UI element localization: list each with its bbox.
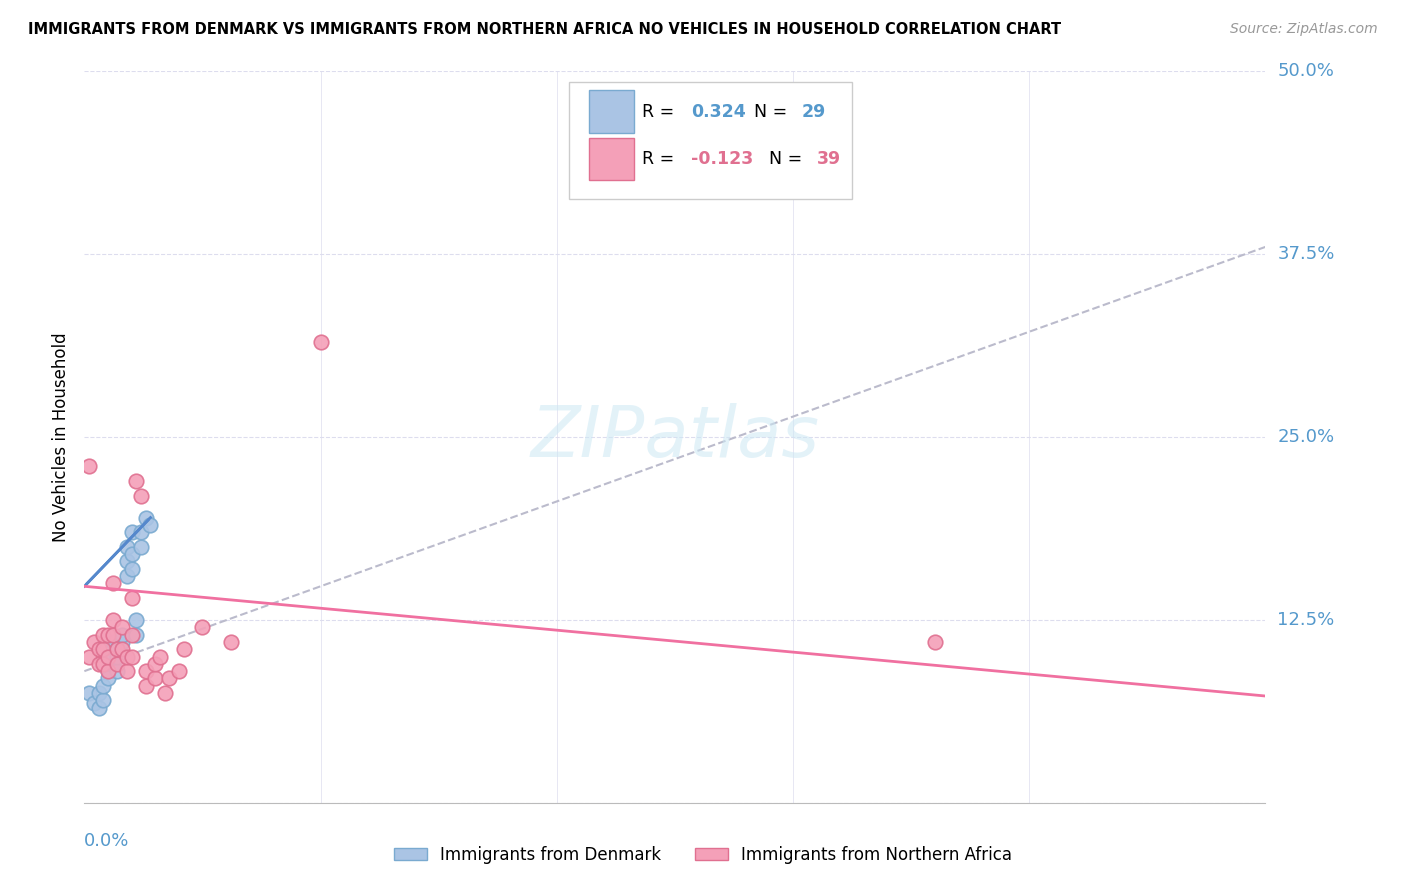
Point [107, 664, 129, 678]
Point [121, 591, 143, 605]
Text: 0.324: 0.324 [692, 103, 747, 120]
Point [111, 642, 134, 657]
Point [101, 627, 124, 641]
Text: 39: 39 [817, 150, 841, 168]
Point [91, 642, 114, 657]
Text: 12.5%: 12.5% [1277, 611, 1334, 629]
Point [121, 547, 143, 561]
Text: 25.0%: 25.0% [1277, 428, 1334, 446]
Point [97, 672, 120, 686]
FancyBboxPatch shape [568, 82, 852, 200]
Point [101, 613, 124, 627]
Point [129, 489, 152, 503]
Text: N =: N = [754, 103, 793, 120]
Point [101, 657, 124, 671]
Text: ZIPatlas: ZIPatlas [530, 402, 820, 472]
Point [111, 620, 134, 634]
Point [101, 635, 124, 649]
Point [149, 649, 172, 664]
Point [135, 510, 157, 524]
Y-axis label: No Vehicles in Household: No Vehicles in Household [52, 332, 70, 542]
Point [121, 562, 143, 576]
Point [97, 649, 120, 664]
Point [101, 649, 124, 664]
Point [219, 635, 242, 649]
Point [924, 635, 946, 649]
Point [640, 181, 662, 195]
Point [111, 627, 134, 641]
FancyBboxPatch shape [589, 138, 634, 180]
Point [97, 664, 120, 678]
Point [107, 649, 129, 664]
Point [173, 642, 195, 657]
Text: R =: R = [641, 150, 679, 168]
Point [129, 540, 152, 554]
Text: 37.5%: 37.5% [1277, 245, 1334, 263]
Point [191, 620, 214, 634]
FancyBboxPatch shape [589, 90, 634, 133]
Point [91, 657, 114, 671]
Point [97, 664, 120, 678]
Text: IMMIGRANTS FROM DENMARK VS IMMIGRANTS FROM NORTHERN AFRICA NO VEHICLES IN HOUSEH: IMMIGRANTS FROM DENMARK VS IMMIGRANTS FR… [28, 22, 1062, 37]
Point [167, 664, 190, 678]
Point [129, 525, 152, 540]
Point [101, 576, 124, 591]
Point [107, 642, 129, 657]
Point [87, 642, 110, 657]
Point [309, 334, 332, 349]
Point [115, 554, 138, 568]
Point [83, 696, 105, 710]
Text: 0.0%: 0.0% [84, 832, 129, 850]
Point [153, 686, 176, 700]
Point [77, 459, 100, 474]
Point [157, 672, 180, 686]
Point [139, 517, 162, 532]
Point [143, 657, 166, 671]
Point [115, 649, 138, 664]
Point [135, 679, 157, 693]
Point [121, 627, 143, 641]
Point [91, 679, 114, 693]
Point [125, 474, 148, 488]
Point [107, 642, 129, 657]
Point [87, 700, 110, 714]
Point [77, 649, 100, 664]
Point [121, 525, 143, 540]
Point [97, 627, 120, 641]
Point [121, 649, 143, 664]
Point [115, 664, 138, 678]
Point [111, 635, 134, 649]
Point [107, 657, 129, 671]
Text: R =: R = [641, 103, 679, 120]
Point [91, 693, 114, 707]
Text: N =: N = [769, 150, 808, 168]
Point [87, 657, 110, 671]
Point [83, 635, 105, 649]
Point [125, 613, 148, 627]
Text: Source: ZipAtlas.com: Source: ZipAtlas.com [1230, 22, 1378, 37]
Point [135, 664, 157, 678]
Point [77, 686, 100, 700]
Point [143, 672, 166, 686]
Point [115, 540, 138, 554]
Point [115, 569, 138, 583]
Point [91, 627, 114, 641]
Legend: Immigrants from Denmark, Immigrants from Northern Africa: Immigrants from Denmark, Immigrants from… [387, 839, 1019, 871]
Point [97, 649, 120, 664]
Point [87, 686, 110, 700]
Text: 50.0%: 50.0% [1277, 62, 1334, 80]
Point [125, 627, 148, 641]
Text: -0.123: -0.123 [692, 150, 754, 168]
Text: 29: 29 [801, 103, 825, 120]
